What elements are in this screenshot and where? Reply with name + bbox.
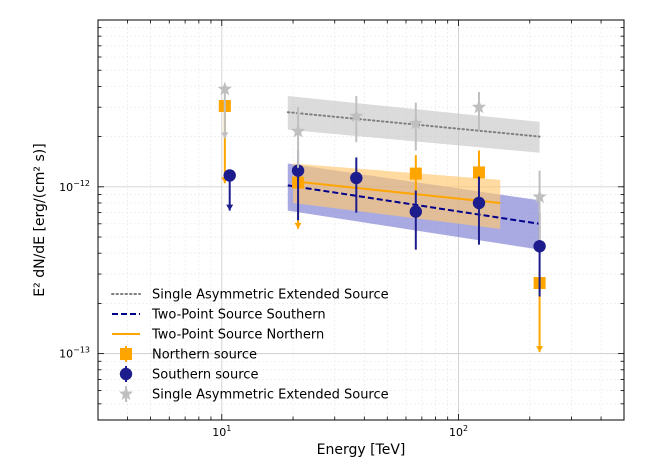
single-points-marker	[349, 108, 364, 123]
plot-frame	[97, 19, 625, 421]
southern-points-upper-limit-arrow	[226, 204, 234, 211]
legend-marker-swatch	[119, 367, 133, 381]
legend-entry: Northern source	[120, 346, 257, 363]
x-tick-label: 102	[449, 424, 468, 439]
y-tick-label: 10−12	[59, 179, 90, 194]
northern-points-marker	[472, 166, 485, 179]
southern-points-marker	[223, 169, 236, 182]
x-axis-label: Energy [TeV]	[317, 442, 406, 458]
southern-points-marker	[291, 164, 305, 177]
y-tick-label: 10−13	[59, 346, 90, 361]
legend-label: Two-Point Source Southern	[151, 308, 326, 323]
legend-entry: Southern source	[119, 366, 258, 383]
northern-model-line	[292, 180, 501, 204]
legend-entry: Two-Point Source Southern	[112, 308, 326, 323]
legend-entry: Single Asymmetric Extended Source	[111, 288, 389, 303]
southern-points-marker	[472, 196, 486, 210]
single-points-marker	[532, 189, 547, 203]
y-axis-label: E² dN/dE [erg/(cm² s)]	[32, 143, 48, 296]
legend-marker-swatch	[120, 348, 132, 360]
southern-points	[223, 150, 546, 297]
legend-entry: Two-Point Source Northern	[112, 328, 324, 343]
southern-points-marker	[409, 205, 423, 218]
single-points-upper-limit-arrow	[221, 132, 229, 139]
single-points-marker	[471, 99, 487, 114]
legend-label: Southern source	[152, 368, 258, 383]
single-points-marker	[290, 123, 306, 138]
southern-points-marker	[533, 240, 546, 253]
northern-points-upper-limit-arrow	[536, 346, 544, 353]
legend: Single Asymmetric Extended Source Two-Poi…	[111, 288, 389, 403]
data-points	[217, 81, 547, 353]
single-points-marker	[217, 81, 232, 96]
legend-label: Northern source	[152, 348, 257, 363]
southern-model-line	[287, 184, 540, 225]
legend-label: Single Asymmetric Extended Source	[152, 288, 389, 303]
legend-marker-swatch	[118, 386, 134, 401]
single-points-marker	[408, 115, 423, 130]
x-tick-label: 101	[212, 424, 231, 439]
legend-label: Single Asymmetric Extended Source	[152, 388, 389, 403]
southern-points-marker	[350, 171, 363, 185]
axis-ticks: 101 102 10−13 10−12	[59, 19, 625, 439]
legend-entry: Single Asymmetric Extended Source	[118, 386, 389, 403]
northern-points-upper-limit-arrow	[294, 222, 302, 229]
single-points	[217, 81, 547, 240]
legend-label: Two-Point Source Northern	[151, 328, 324, 343]
northern-points-marker	[409, 167, 422, 180]
northern-model-band	[293, 163, 501, 229]
